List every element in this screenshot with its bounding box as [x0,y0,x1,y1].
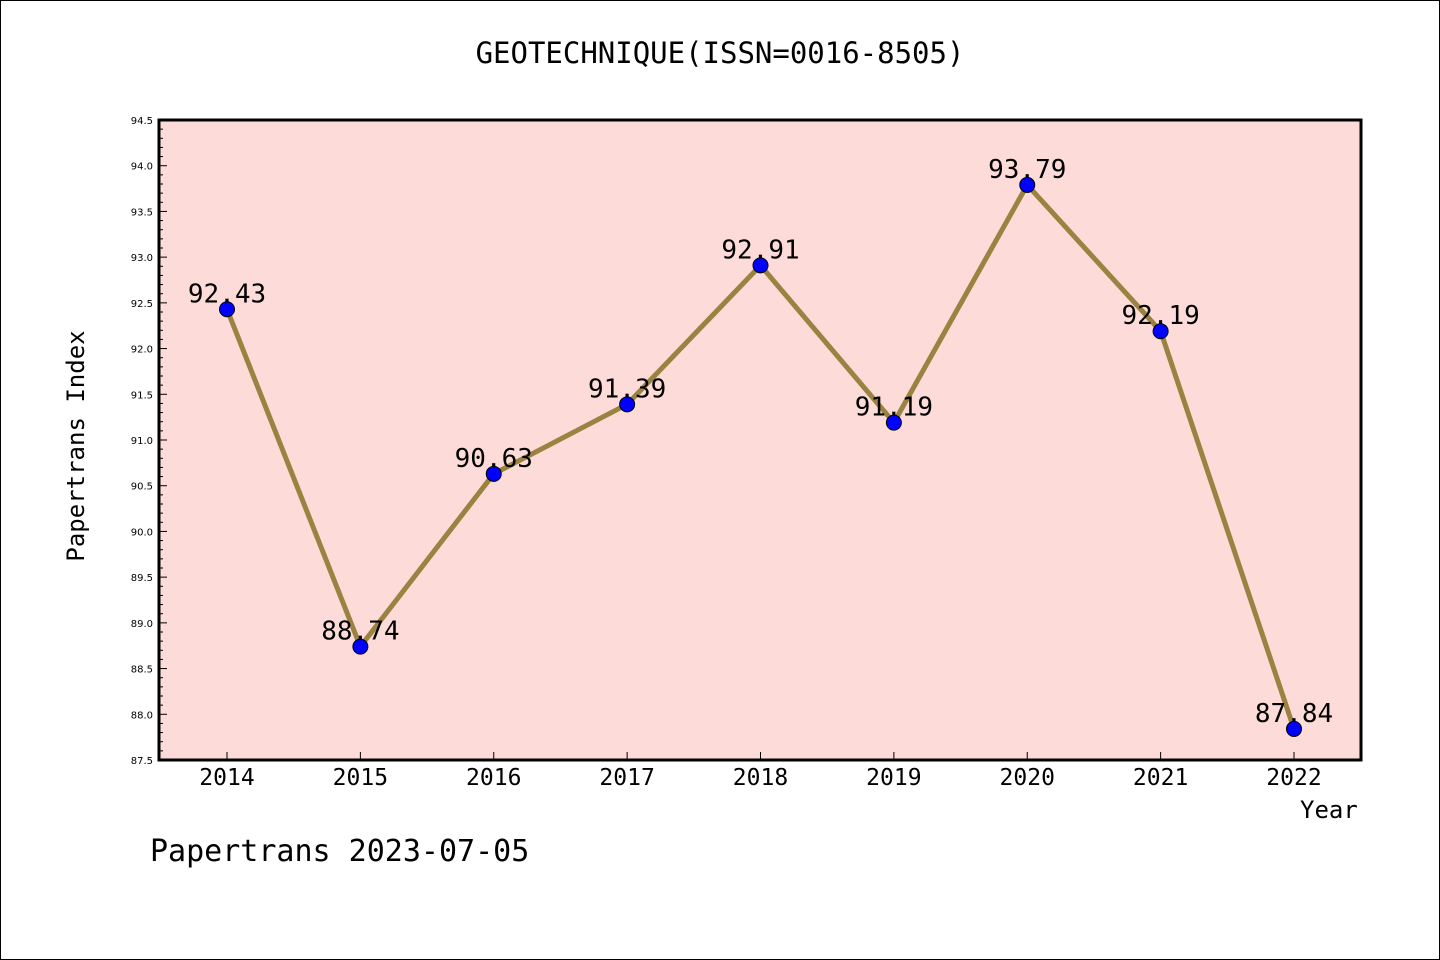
y-tick-label: 92.5 [131,299,153,310]
footer-text: Papertrans 2023-07-05 [150,834,530,869]
data-point [1019,176,1036,193]
data-point [219,301,235,318]
x-tick-label: 2017 [599,765,654,791]
y-tick-label: 94.5 [131,116,153,127]
chart-title: GEOTECHNIQUE(ISSN=0016-8505) [475,36,965,70]
x-tick-label: 2016 [466,765,521,791]
y-tick-label: 94.0 [131,162,153,173]
data-label: 87.84 [1255,699,1333,729]
data-labels: 92.43 88.74 90.63 91.39 92.91 91.19 93.79 92.19… [188,155,1333,729]
data-label: 88.74 [321,617,399,647]
y-tick-label: 93.0 [131,253,153,264]
x-axis-label: Year [1300,796,1358,824]
plot-border [157,118,1363,762]
y-tick-label: 88.0 [131,710,153,721]
y-tick-label: 88.5 [131,665,153,676]
x-tick-label: 2015 [333,765,388,791]
y-tick-label: 89.5 [131,573,153,584]
data-point [485,465,502,482]
y-tick-label: 91.5 [131,390,153,401]
x-tick-label: 2020 [1000,765,1055,791]
data-points [219,176,1302,737]
data-label: 92.43 [188,279,266,309]
data-label: 91.19 [855,393,933,423]
data-point [752,257,769,274]
data-point [352,638,369,655]
y-axis: 87.5 88.0 88.5 89.0 89.5 90.0 90.5 91.0 91.5 92.0… [131,116,167,767]
y-tick-label: 87.5 [131,756,153,767]
data-point [1152,323,1169,340]
y-tick-label: 90.5 [131,482,153,493]
x-tick-label: 2019 [866,765,921,791]
data-point [1286,720,1302,737]
data-label: 93.79 [988,155,1066,185]
data-label: 90.63 [455,444,533,474]
y-tick-label: 93.5 [131,207,153,218]
data-label: 92.91 [721,235,799,265]
y-tick-label: 92.0 [131,345,153,356]
data-label: 91.39 [588,374,666,404]
x-tick-label: 2018 [733,765,788,791]
x-axis: 2014 2015 2016 2017 2018 2019 2020 2021 2022 [199,752,1322,791]
plot-area [159,120,1361,760]
y-tick-label: 89.0 [131,619,153,630]
x-tick-label: 2022 [1266,765,1321,791]
data-label: 92.19 [1121,301,1199,331]
x-tick-label: 2014 [199,765,254,791]
y-tick-label: 90.0 [131,527,153,538]
data-point [619,396,636,413]
data-point [885,414,902,431]
y-tick-label: 91.0 [131,436,153,447]
x-tick-label: 2021 [1133,765,1188,791]
